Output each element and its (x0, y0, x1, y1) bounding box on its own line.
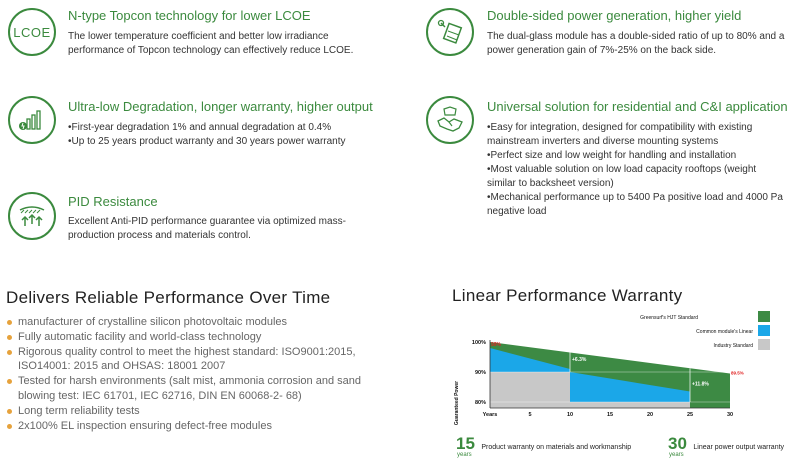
feature-body-line: The lower temperature coefficient and be… (68, 31, 354, 56)
list-item: Long term reliability tests (6, 404, 396, 419)
legend-label-industry: Industry Standard (714, 343, 754, 349)
x-tick-label: 30 (727, 412, 733, 418)
bifacial-panel-icon (426, 8, 474, 56)
years-label: years (669, 452, 684, 458)
feature-body-line: The dual-glass module has a double-sided… (487, 31, 785, 56)
list-item: Rigorous quality control to meet the hig… (6, 345, 396, 375)
power-warranty-text: Linear power output warranty (693, 444, 785, 451)
feature-title: N-type Topcon technology for lower LCOE (68, 8, 311, 23)
legend-swatch-linear (758, 325, 770, 336)
power-warranty-years: 30 (668, 434, 687, 453)
feature-body-line: •Perfect size and low weight for handlin… (487, 150, 737, 161)
y-tick-label: 80% (475, 400, 486, 406)
list-item: Fully automatic facility and world-class… (6, 330, 396, 345)
legend-swatch-hjt (758, 311, 770, 322)
performance-bullet-list: manufacturer of crystalline silicon phot… (6, 315, 396, 433)
chart-legend: Greensurf's HJT Standard Common module's… (640, 311, 770, 350)
feature-title: Double-sided power generation, higher yi… (487, 8, 742, 23)
product-warranty-years: 15 (456, 434, 475, 453)
pid-shield-icon (8, 192, 56, 240)
x-tick-label: 5 (528, 412, 531, 418)
feature-title: Ultra-low Degradation, longer warranty, … (68, 99, 373, 114)
feature-body-line: •Mechanical performance up to 5400 Pa po… (487, 192, 783, 217)
y-axis-label: Guaranteed Power (454, 381, 460, 425)
list-item: 2x100% EL inspection ensuring defect-fre… (6, 419, 396, 434)
annotation-gain-10y: +6.3% (572, 357, 587, 363)
annotation-gain-25y: +11.8% (692, 382, 709, 388)
feature-body: Excellent Anti-PID performance guarantee… (68, 215, 378, 243)
legend-label-linear: Common module's Linear (696, 329, 753, 335)
handshake-icon (426, 96, 474, 144)
feature-body: •Easy for integration, designed for comp… (487, 121, 787, 219)
feature-body: The lower temperature coefficient and be… (68, 30, 373, 58)
annotation-99: 99% (491, 342, 502, 348)
x-tick-label: 25 (687, 412, 693, 418)
x-tick-label: Years (483, 412, 498, 418)
x-tick-label: 15 (607, 412, 613, 418)
y-tick-label: 90% (475, 370, 486, 376)
x-tick-label: 10 (567, 412, 573, 418)
feature-title: PID Resistance (68, 194, 158, 209)
power-warranty-note: 30 years Linear power output warranty (668, 434, 785, 458)
list-item: Tested for harsh environments (salt mist… (6, 374, 396, 404)
annotation-end-value: 89.5% (731, 370, 744, 375)
feature-body-line: •Most valuable solution on low load capa… (487, 164, 757, 189)
feature-body: •First-year degradation 1% and annual de… (68, 121, 388, 149)
x-tick-label: 20 (647, 412, 653, 418)
lcoe-icon: LCOE (8, 8, 56, 56)
years-label: years (457, 452, 472, 458)
legend-label-hjt: Greensurf's HJT Standard (640, 315, 698, 321)
y-tick-label: 100% (472, 340, 486, 346)
feature-body-line: •First-year degradation 1% and annual de… (68, 122, 332, 133)
feature-body-line: •Easy for integration, designed for comp… (487, 122, 753, 147)
product-warranty-note: 15 years Product warranty on materials a… (456, 434, 632, 458)
feature-body-line: Excellent Anti-PID performance guarantee… (68, 216, 346, 241)
list-item: manufacturer of crystalline silicon phot… (6, 315, 396, 330)
lcoe-icon-text: LCOE (13, 24, 51, 40)
performance-title: Delivers Reliable Performance Over Time (6, 288, 331, 307)
feature-body: The dual-glass module has a double-sided… (487, 30, 787, 58)
feature-body-line: •Up to 25 years product warranty and 30 … (68, 136, 346, 147)
series-area-industry (490, 372, 690, 408)
warranty-title: Linear Performance Warranty (452, 286, 683, 305)
warranty-chart: Greensurf's HJT Standard Common module's… (454, 311, 770, 425)
legend-swatch-industry (758, 339, 770, 350)
degradation-chart-icon (8, 96, 56, 144)
feature-title: Universal solution for residential and C… (487, 99, 788, 114)
product-warranty-text: Product warranty on materials and workma… (481, 444, 632, 451)
